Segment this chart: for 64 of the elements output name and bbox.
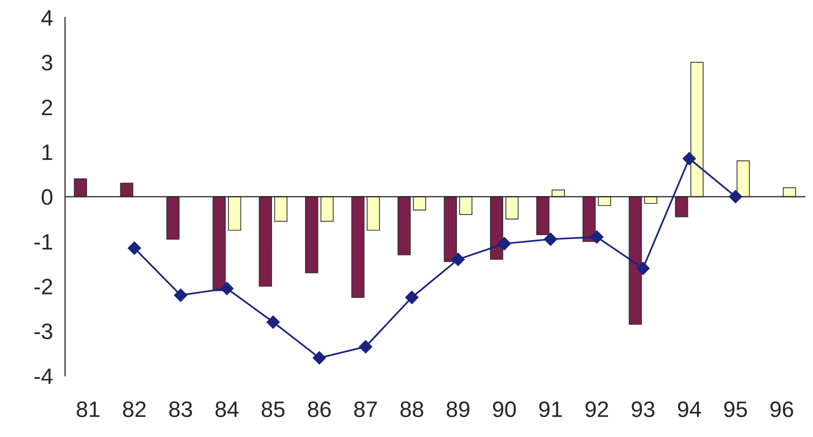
bar [536, 196, 550, 236]
point [174, 288, 188, 302]
bar [351, 196, 364, 298]
x-tick-label: 86 [308, 401, 331, 418]
point [636, 262, 650, 275]
x-tick-label: 92 [585, 401, 608, 418]
bar [444, 196, 457, 262]
y-tick-label: -4 [34, 368, 53, 384]
bar [505, 196, 519, 220]
bar [628, 196, 642, 325]
point [266, 315, 280, 329]
bar [258, 196, 272, 287]
bar [690, 62, 704, 198]
x-tick-label: 88 [400, 401, 424, 418]
y-tick-label: 2 [42, 100, 52, 116]
point [590, 230, 604, 244]
bar [459, 196, 472, 215]
bar [305, 196, 318, 274]
point [728, 190, 742, 204]
bar [490, 196, 504, 260]
x-tick-label: 85 [262, 401, 285, 418]
bar [228, 196, 242, 231]
x-tick-label: 94 [678, 401, 701, 418]
x-tick-label: 95 [724, 401, 747, 418]
x-tick-label: 96 [770, 401, 794, 418]
x-tick-label: 89 [446, 401, 470, 418]
x-tick-label: 87 [354, 401, 377, 418]
bar [320, 196, 334, 222]
bar [736, 160, 750, 198]
y-tick-label: 0 [42, 189, 52, 205]
bar [644, 196, 658, 204]
bar [74, 178, 88, 198]
point [128, 242, 141, 255]
x-tick-label: 82 [123, 401, 146, 418]
point [405, 290, 418, 304]
x-tick-label: 91 [539, 401, 562, 418]
bar [582, 196, 596, 242]
y-tick-label: 3 [42, 54, 52, 71]
x-tick-label: 90 [493, 401, 516, 418]
y-tick-label: 4 [41, 10, 53, 26]
bar [598, 196, 612, 206]
y-tick-label: 1 [42, 144, 52, 160]
x-tick-label: 84 [215, 401, 239, 418]
y-tick-label: -2 [34, 278, 52, 294]
point [498, 237, 511, 250]
point [451, 252, 465, 266]
bar [166, 196, 180, 240]
y-tick-label: -3 [34, 324, 52, 340]
point [220, 282, 234, 296]
point [682, 152, 696, 166]
bar [274, 196, 288, 222]
x-tick-label: 81 [76, 401, 100, 418]
bar [412, 196, 426, 211]
x-tick-label: 83 [169, 401, 192, 418]
bar [674, 196, 688, 218]
bar [366, 196, 380, 231]
point [544, 232, 558, 246]
bar [120, 182, 134, 198]
bar [212, 196, 226, 292]
bar [398, 196, 411, 256]
x-tick-label: 93 [632, 401, 654, 418]
y-tick-label: -1 [34, 234, 52, 250]
point [359, 340, 372, 354]
point [312, 351, 326, 364]
